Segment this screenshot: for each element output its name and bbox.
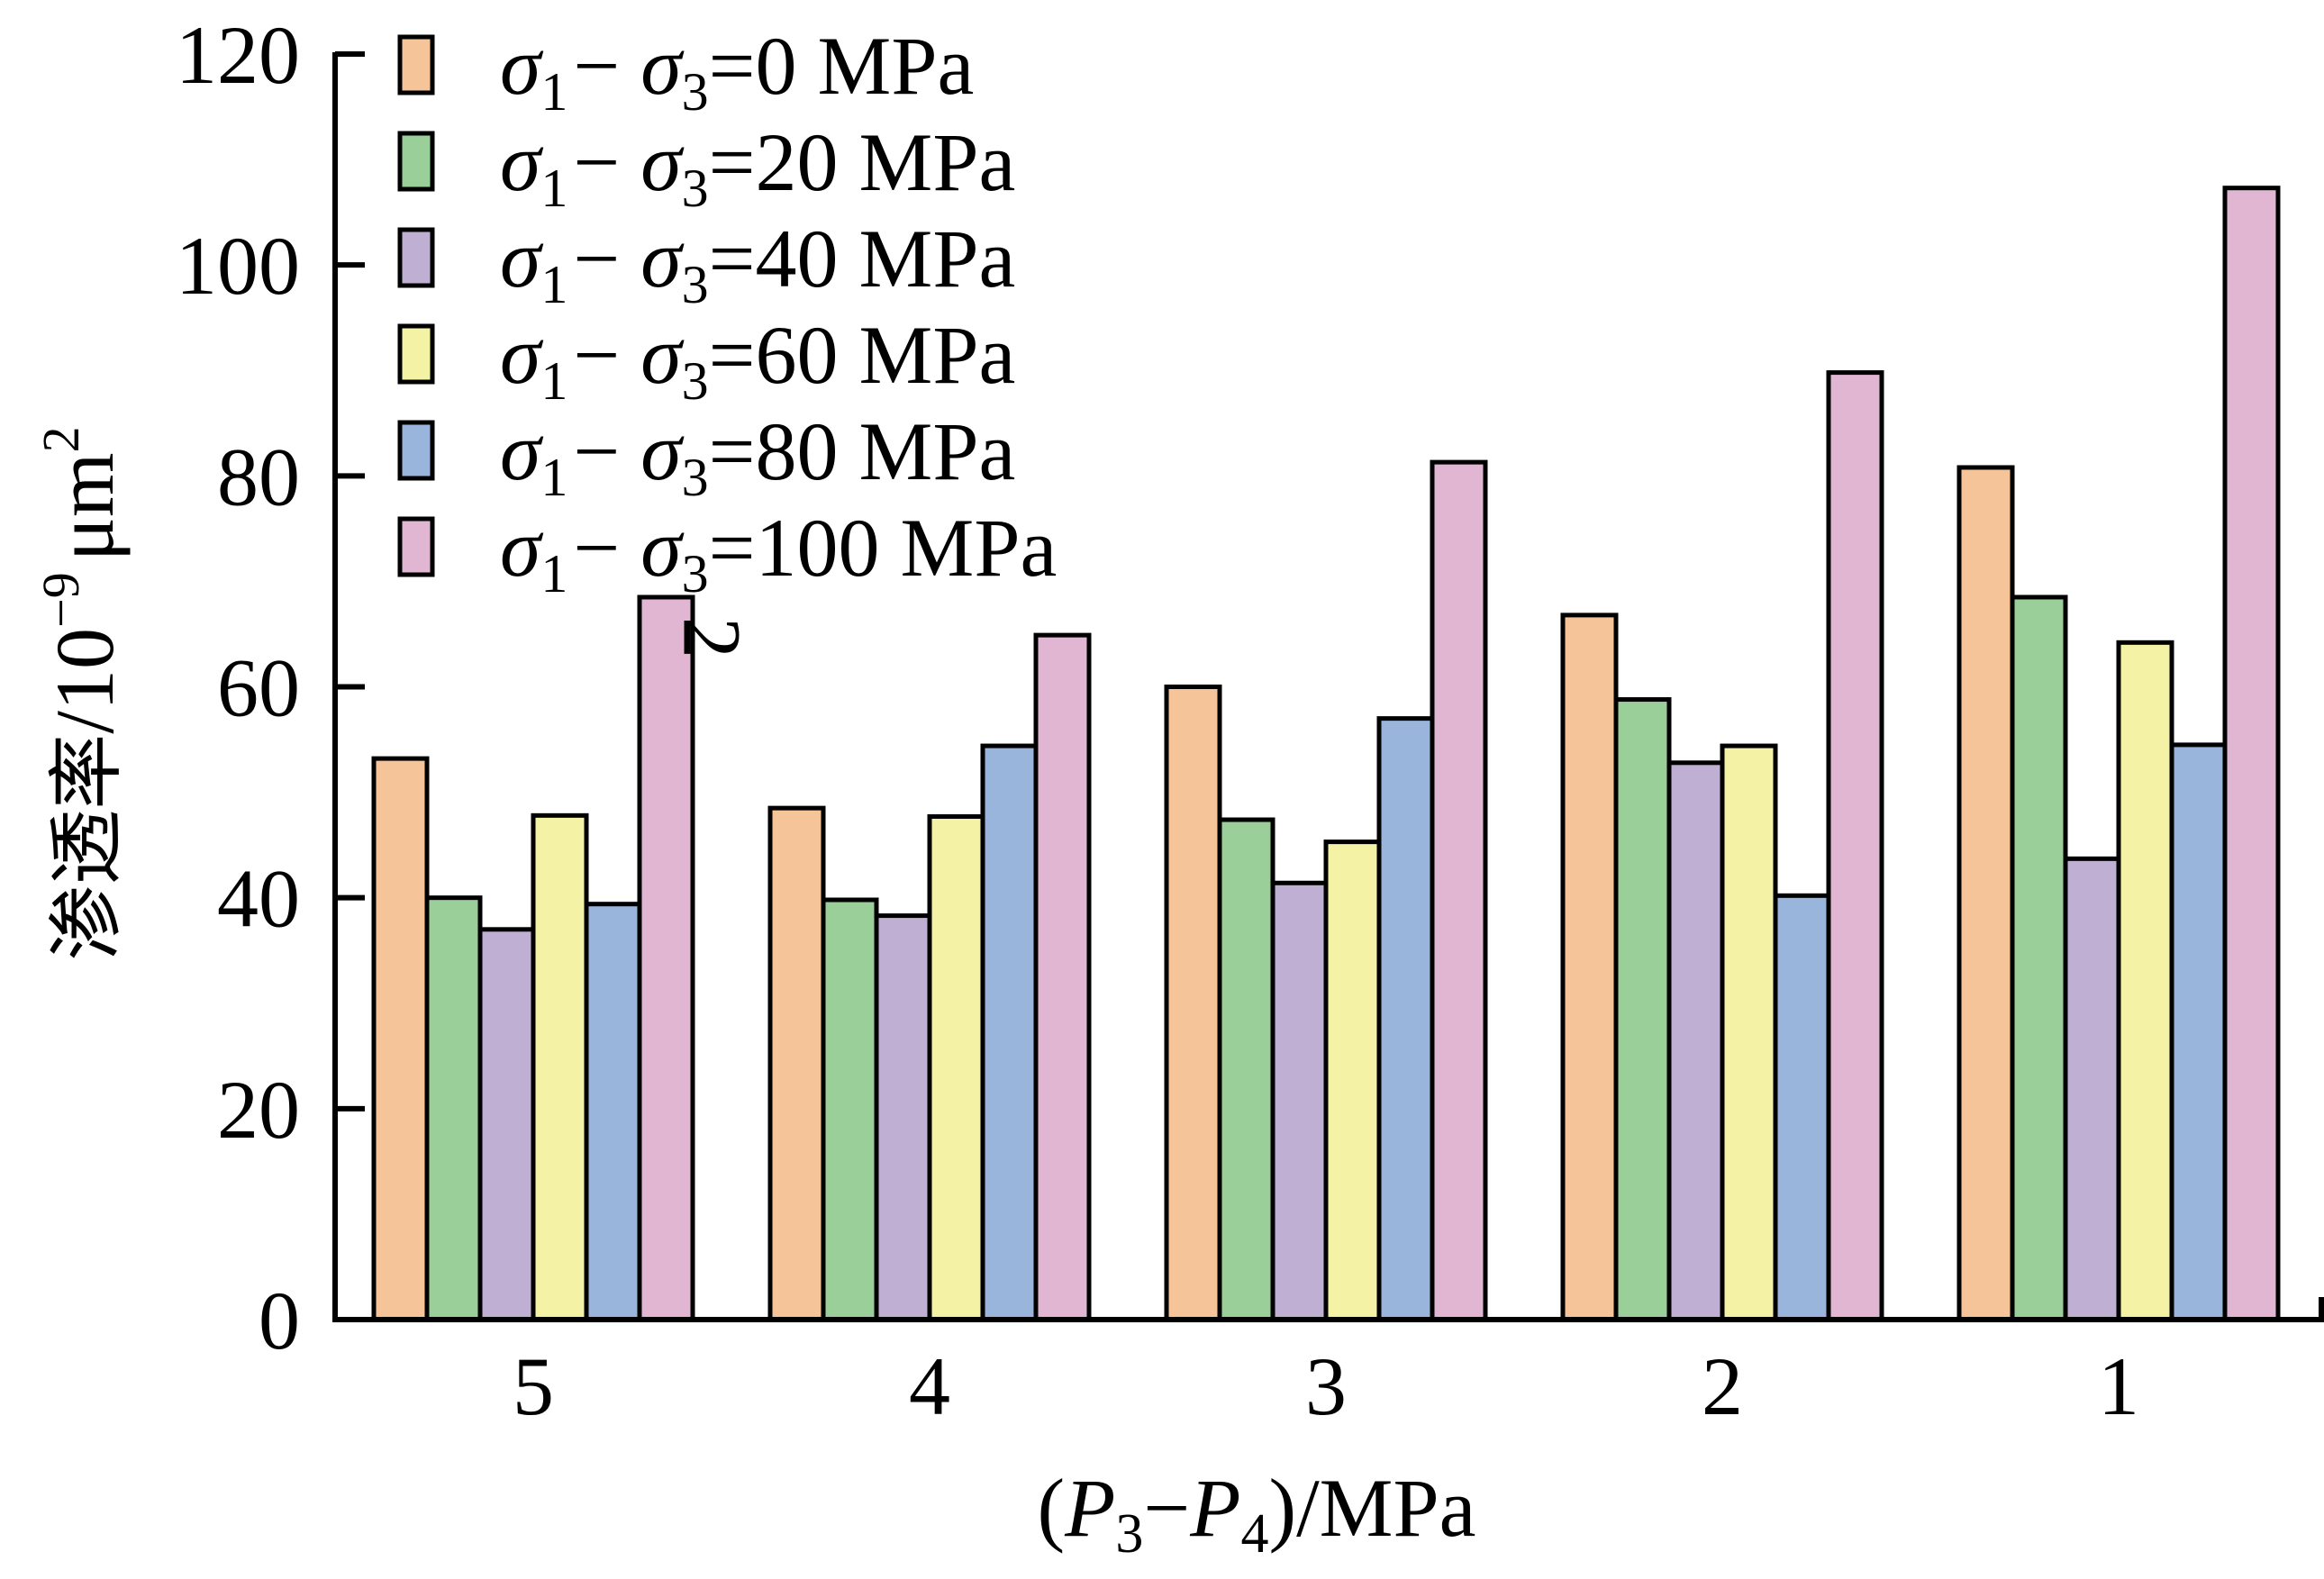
x-tick-label: 4 bbox=[909, 1340, 950, 1432]
bar-0mpa-cat-2 bbox=[1560, 613, 1619, 1322]
bar-100mpa-cat-5 bbox=[637, 594, 695, 1322]
bar-60mpa-cat-5 bbox=[531, 812, 589, 1322]
y-tick-label: 100 bbox=[176, 220, 300, 312]
legend-item: σ1− σ3=100 MPa bbox=[397, 502, 1057, 603]
bar-80mpa-cat-5 bbox=[584, 902, 642, 1322]
bar-40mpa-cat-4 bbox=[874, 913, 932, 1322]
bar-20mpa-cat-1 bbox=[2010, 594, 2068, 1322]
bar-40mpa-cat-5 bbox=[477, 927, 536, 1322]
legend-swatch bbox=[397, 131, 435, 192]
x-tick-label: 3 bbox=[1305, 1340, 1347, 1432]
x-tick-label: 5 bbox=[513, 1340, 554, 1432]
y-tick-label: 120 bbox=[176, 9, 300, 101]
bar-20mpa-cat-4 bbox=[821, 897, 879, 1322]
bar-60mpa-cat-3 bbox=[1323, 839, 1382, 1322]
bar-60mpa-cat-1 bbox=[2116, 640, 2174, 1322]
bar-20mpa-cat-5 bbox=[424, 895, 483, 1322]
bar-80mpa-cat-2 bbox=[1773, 893, 1831, 1322]
legend-swatch bbox=[397, 34, 435, 95]
bar-60mpa-cat-4 bbox=[927, 814, 985, 1322]
legend-label: σ1− σ3=20 MPa bbox=[500, 116, 1015, 218]
bar-0mpa-cat-3 bbox=[1164, 685, 1222, 1322]
bar-20mpa-cat-3 bbox=[1217, 817, 1275, 1322]
bar-0mpa-cat-1 bbox=[1956, 465, 2015, 1322]
legend-item: σ1− σ3=40 MPa bbox=[397, 213, 1015, 314]
legend-item: σ1− σ3=0 MPa bbox=[397, 20, 974, 122]
bar-100mpa-cat-4 bbox=[1033, 632, 1092, 1322]
legend-swatch bbox=[397, 516, 435, 577]
y-tick-label: 20 bbox=[217, 1064, 300, 1156]
legend-item: σ1− σ3=80 MPa bbox=[397, 405, 1015, 507]
legend-item: σ1− σ3=60 MPa bbox=[397, 309, 1015, 411]
legend-label: σ1− σ3=60 MPa bbox=[500, 309, 1015, 411]
legend-swatch bbox=[397, 420, 435, 481]
legend-label: σ1− σ3=0 MPa bbox=[500, 20, 974, 122]
bar-40mpa-cat-2 bbox=[1666, 760, 1725, 1322]
y-tick-label: 40 bbox=[217, 853, 300, 945]
bar-20mpa-cat-2 bbox=[1613, 697, 1672, 1322]
bar-100mpa-cat-2 bbox=[1826, 370, 1884, 1322]
bar-0mpa-cat-4 bbox=[767, 805, 826, 1322]
bar-80mpa-cat-4 bbox=[980, 743, 1039, 1322]
x-ticks-layer: 5 4 3 2 1 bbox=[513, 1340, 2139, 1432]
bars-layer: 2 bbox=[371, 186, 2281, 1322]
bar-100mpa-cat-1 bbox=[2222, 186, 2281, 1322]
legend-swatch bbox=[397, 323, 435, 385]
bar-100mpa-cat-3 bbox=[1430, 459, 1488, 1322]
bar-80mpa-cat-1 bbox=[2169, 742, 2228, 1322]
bar-0mpa-cat-5 bbox=[371, 756, 430, 1322]
x-axis-title: (P3−P4)/MPa bbox=[1038, 1462, 1476, 1565]
x-tick-label: 1 bbox=[2098, 1340, 2139, 1432]
legend-label: σ1− σ3=100 MPa bbox=[500, 502, 1057, 603]
legend-label: σ1− σ3=80 MPa bbox=[500, 405, 1015, 507]
svg-text:渗透率/10−9μm2: 渗透率/10−9μm2 bbox=[32, 426, 131, 960]
legend-item: σ1− σ3=20 MPa bbox=[397, 116, 1015, 218]
bar-60mpa-cat-2 bbox=[1720, 743, 1778, 1322]
y-tick-label: 0 bbox=[259, 1275, 300, 1366]
legend-label: σ1− σ3=40 MPa bbox=[500, 213, 1015, 314]
bar-40mpa-cat-3 bbox=[1270, 880, 1329, 1322]
bar-annotation: 2 bbox=[667, 617, 758, 658]
x-tick-label: 2 bbox=[1702, 1340, 1743, 1432]
legend-swatch bbox=[397, 227, 435, 288]
bar-40mpa-cat-1 bbox=[2063, 856, 2121, 1322]
y-ticks-layer: 0 20 40 60 80 100 120 bbox=[176, 9, 365, 1366]
y-axis-title: 渗透率/10−9μm2 bbox=[32, 426, 131, 960]
y-tick-label: 80 bbox=[217, 431, 300, 522]
bar-80mpa-cat-3 bbox=[1376, 716, 1435, 1322]
y-tick-label: 60 bbox=[217, 642, 300, 734]
